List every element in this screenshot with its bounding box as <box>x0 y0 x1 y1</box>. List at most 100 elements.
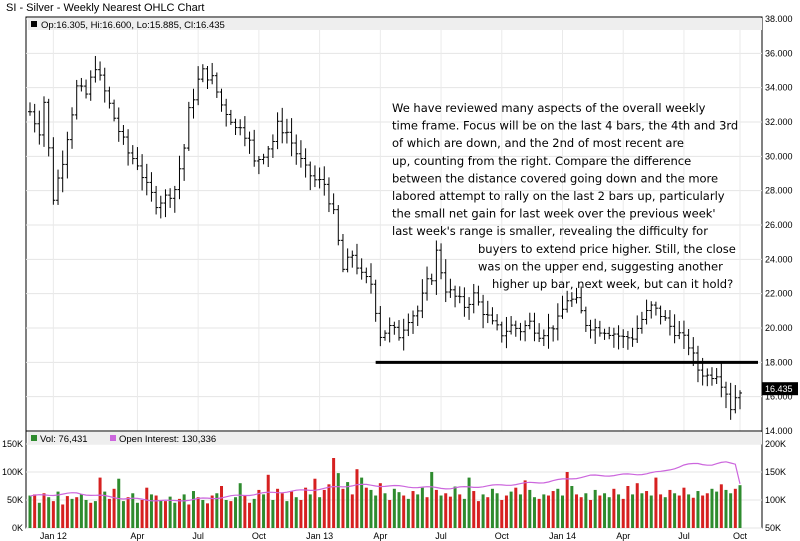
volume-bar <box>224 500 228 528</box>
price-bar <box>32 103 37 133</box>
price-bar <box>467 297 472 320</box>
volume-bar <box>719 484 723 528</box>
price-bar <box>177 155 182 200</box>
price-bar <box>308 161 313 191</box>
price-bar <box>168 188 173 208</box>
volume-bar <box>103 491 107 528</box>
volume-bar <box>294 497 298 528</box>
price-tick-label: 18.000 <box>765 357 793 367</box>
price-bar <box>383 330 387 341</box>
price-tick-label: 20.000 <box>765 323 793 333</box>
volume-bar <box>70 498 74 528</box>
price-bar <box>672 314 677 344</box>
price-bar <box>102 67 107 103</box>
volume-bar <box>285 501 289 528</box>
volume-bar <box>79 494 83 528</box>
price-bar <box>130 145 135 165</box>
volume-tick-label: 50K <box>7 495 23 505</box>
annotation-text: We have reviewed many aspects of the ove… <box>392 101 738 291</box>
volume-bar <box>495 493 499 528</box>
price-tick-label: 36.000 <box>765 48 793 58</box>
price-bar <box>60 150 65 193</box>
volume-bar <box>434 489 438 528</box>
volume-bar <box>135 502 139 528</box>
price-bar <box>270 134 275 158</box>
price-bar <box>135 147 140 171</box>
volume-bar <box>163 501 167 528</box>
price-bar <box>303 148 308 178</box>
price-bar <box>738 390 742 410</box>
price-bar <box>154 185 159 215</box>
last-price-label: 16.435 <box>765 384 793 394</box>
price-bar <box>415 305 420 326</box>
volume-bar <box>668 489 672 528</box>
volume-bar <box>61 504 65 528</box>
price-bar <box>471 283 476 314</box>
volume-bar <box>467 477 471 528</box>
price-bar <box>56 169 61 205</box>
price-bar <box>345 248 350 273</box>
price-bar <box>625 330 630 350</box>
price-tick-label: 38.000 <box>765 14 793 24</box>
volume-bar <box>593 489 597 528</box>
price-bar <box>523 320 528 342</box>
volume-bar <box>215 493 219 528</box>
volume-bar <box>546 495 550 528</box>
open-interest-tick-label: 200K <box>765 439 786 449</box>
price-bar <box>214 72 219 98</box>
price-bar <box>186 101 191 151</box>
volume-bar <box>677 495 681 528</box>
price-bar <box>275 112 280 150</box>
price-bar <box>298 140 303 168</box>
time-tick-label: Jan 13 <box>306 531 333 541</box>
annotation-line: We have reviewed many aspects of the ove… <box>392 101 706 115</box>
price-bar <box>340 233 345 273</box>
volume-bar <box>159 500 163 528</box>
volume-bar <box>369 489 373 528</box>
volume-bar <box>332 458 336 528</box>
volume-bar <box>280 493 284 528</box>
price-bar <box>616 325 621 350</box>
price-bar <box>284 118 289 144</box>
volume-bar <box>528 489 532 528</box>
price-bar <box>499 321 504 343</box>
price-bar <box>359 258 364 280</box>
price-bar <box>453 285 458 308</box>
time-tick-label: Apr <box>373 531 387 541</box>
price-bar <box>639 311 644 334</box>
volume-bar <box>617 494 621 528</box>
volume-bar <box>374 495 378 528</box>
price-bar <box>420 279 425 319</box>
annotation-line: the small net gain for last week over th… <box>392 207 716 221</box>
volume-bar <box>575 494 579 528</box>
volume-bar <box>51 501 55 528</box>
volume-bar <box>65 496 69 528</box>
volume-tick-label: 100K <box>2 467 23 477</box>
time-axis: Jan 12 Apr Jul Oct Jan 13 Apr Jul Oct Jan 14 Apr J… <box>40 531 748 541</box>
volume-bar <box>397 492 401 528</box>
volume-bar <box>570 486 574 528</box>
volume-bar <box>738 485 742 528</box>
price-bar <box>574 287 579 304</box>
price-bar <box>93 55 98 83</box>
price-bar <box>653 301 658 316</box>
price-bar <box>224 98 229 127</box>
price-bars <box>28 55 742 420</box>
volume-bar <box>612 488 616 528</box>
volume-bar <box>131 493 135 528</box>
price-bar <box>326 177 331 213</box>
volume-bar <box>42 493 46 528</box>
volume-axis: 0K 50K 100K 150K 50K 100K 150K 200K <box>2 439 786 533</box>
price-bar <box>191 88 196 119</box>
volume-bar <box>640 493 644 528</box>
volume-bar <box>696 491 700 528</box>
volume-bar <box>448 496 452 528</box>
volume-bar <box>336 473 340 528</box>
price-bar <box>336 205 341 246</box>
price-axis: 14.000 16.000 18.000 20.000 22.000 24.000 26.0… <box>765 14 793 436</box>
volume-bar <box>290 491 294 528</box>
price-bar <box>312 165 317 188</box>
annotation-line: buyers to extend price higher. Still, th… <box>478 242 736 256</box>
volume-bar <box>589 500 593 528</box>
volume-legend-strip <box>28 432 762 444</box>
